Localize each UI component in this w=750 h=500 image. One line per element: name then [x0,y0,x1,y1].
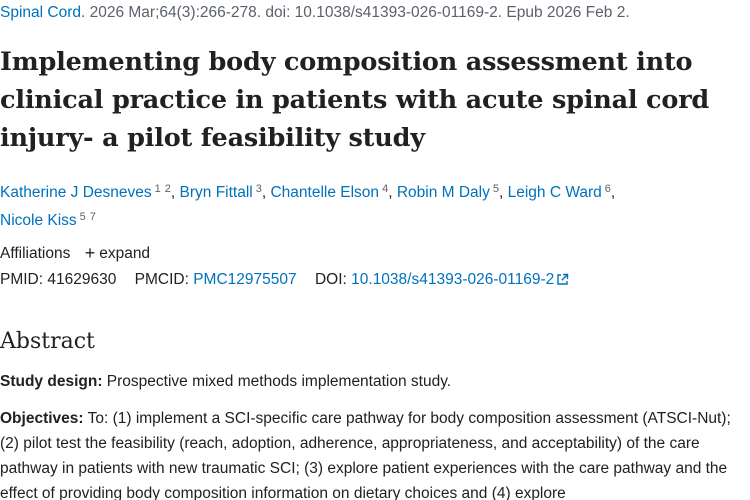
doi-label: DOI: [314,271,347,288]
abstract-heading: Abstract [0,329,95,354]
author-link[interactable]: Nicole Kiss [0,212,77,229]
affiliation-ref[interactable]: 1 [154,183,161,195]
affiliation-ref[interactable]: 5 [492,183,499,195]
author-link[interactable]: Katherine J Desneves [0,184,152,201]
external-link-icon [556,272,569,292]
identifiers-row: PMID: 41629630 PMCID: PMC12975507 DOI: 1… [0,270,569,292]
journal-link[interactable]: Spinal Cord. [0,4,86,21]
doi-value: 10.1038/s41393-026-01169-2 [351,271,555,288]
affiliation-ref[interactable]: 4 [382,183,389,195]
affiliation-ref[interactable]: 2 [164,183,171,195]
study-design-label: Study design: [0,373,103,390]
pmid-value: 41629630 [47,271,117,288]
article-title: Implementing body composition assessment… [0,47,710,153]
pmcid-link[interactable]: PMC12975507 [193,271,297,288]
objectives-text: To: (1) implement a SCI-specific care pa… [0,410,731,500]
author-link[interactable]: Bryn Fittall [179,184,253,201]
doi-link[interactable]: 10.1038/s41393-026-01169-2 [351,271,569,288]
authors-list: Katherine J Desneves 1 2, Bryn Fittall 3, C… [0,183,616,229]
affiliations-row: Affiliations + expand [0,242,150,264]
plus-icon: + [84,243,96,263]
author-link[interactable]: Leigh C Ward [507,184,602,201]
affiliation-ref[interactable]: 3 [255,183,262,195]
citation-details: 2026 Mar;64(3):266-278. doi: 10.1038/s41… [85,4,630,21]
author-link[interactable]: Robin M Daly [396,184,490,201]
affiliations-label: Affiliations [0,245,71,262]
pmid-label: PMID: [0,271,44,288]
objectives-paragraph: Objectives: To: (1) implement a SCI-spec… [0,406,745,500]
pmcid-label: PMCID: [134,271,189,288]
expand-affiliations-button[interactable]: + expand [84,243,151,263]
study-design-paragraph: Study design: Prospective mixed methods … [0,369,745,394]
affiliation-ref[interactable]: 6 [604,183,611,195]
affiliation-ref[interactable]: 5 [79,211,86,223]
objectives-label: Objectives: [0,410,84,427]
study-design-text: Prospective mixed methods implementation… [102,373,452,390]
affiliation-ref[interactable]: 7 [89,211,96,223]
author-link[interactable]: Chantelle Elson [270,184,380,201]
expand-label: expand [99,245,151,262]
citation-line: Spinal Cord. 2026 Mar;64(3):266-278. doi… [0,3,630,23]
